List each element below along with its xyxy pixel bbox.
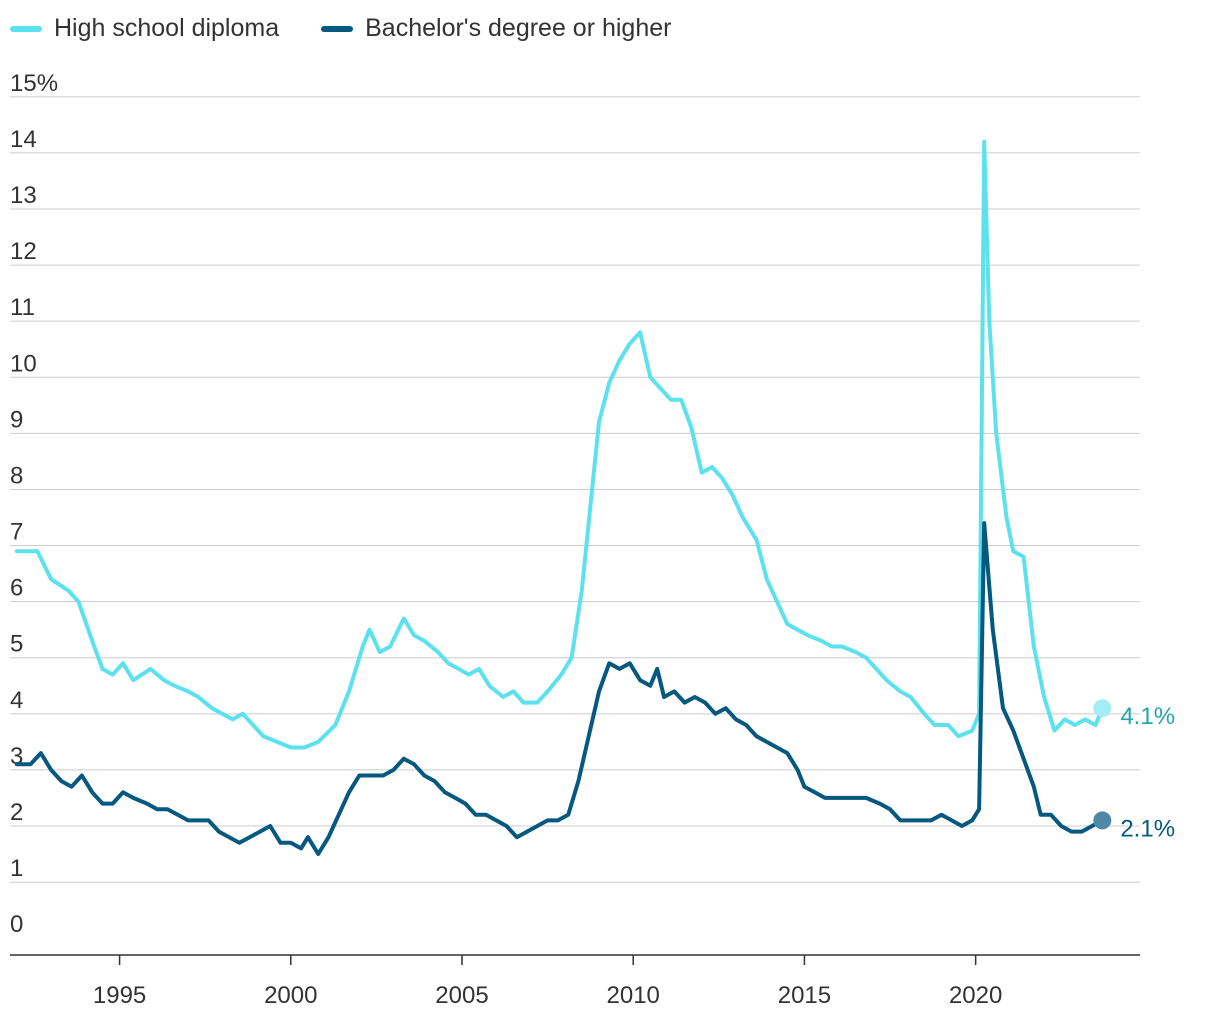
x-tick-label-1995: 1995 <box>93 982 146 1009</box>
y-tick-label-12: 12 <box>10 238 37 265</box>
y-tick-label-13: 13 <box>10 182 37 209</box>
legend-item-high-school: High school diploma <box>10 14 279 43</box>
y-tick-label-0: 0 <box>10 911 23 938</box>
legend-item-bachelors: Bachelor's degree or higher <box>321 14 671 43</box>
end-label-bachelors: 2.1% <box>1120 815 1175 842</box>
legend-label-bachelors: Bachelor's degree or higher <box>365 14 672 42</box>
chart-legend: High school diploma Bachelor's degree or… <box>10 14 671 43</box>
x-tick-label-2000: 2000 <box>264 982 317 1009</box>
x-tick-label-2020: 2020 <box>949 982 1002 1009</box>
y-tick-label-11: 11 <box>10 294 35 321</box>
y-tick-label-8: 8 <box>10 462 23 489</box>
legend-label-high-school: High school diploma <box>54 14 280 42</box>
x-tick-label-2005: 2005 <box>435 982 488 1009</box>
y-tick-label-7: 7 <box>10 519 23 546</box>
y-tick-label-2: 2 <box>10 799 23 826</box>
y-tick-label-5: 5 <box>10 631 23 658</box>
y-tick-label-9: 9 <box>10 406 23 433</box>
legend-swatch-bachelors <box>321 25 354 32</box>
end-point-bachelors <box>1093 811 1112 830</box>
y-tick-label-10: 10 <box>10 350 37 377</box>
y-tick-label-15: 15% <box>10 70 58 97</box>
end-label-high-school: 4.1% <box>1120 703 1175 730</box>
legend-swatch-high-school <box>10 25 42 32</box>
x-tick-label-2010: 2010 <box>607 982 660 1009</box>
y-tick-label-6: 6 <box>10 575 23 602</box>
y-tick-label-4: 4 <box>10 687 23 714</box>
series-line-high-school <box>14 139 1105 750</box>
x-tick-label-2015: 2015 <box>778 982 831 1009</box>
end-point-high-school <box>1093 699 1112 718</box>
y-tick-label-14: 14 <box>10 126 37 153</box>
y-tick-label-1: 1 <box>10 855 23 882</box>
series-line-bachelors <box>14 521 1105 856</box>
